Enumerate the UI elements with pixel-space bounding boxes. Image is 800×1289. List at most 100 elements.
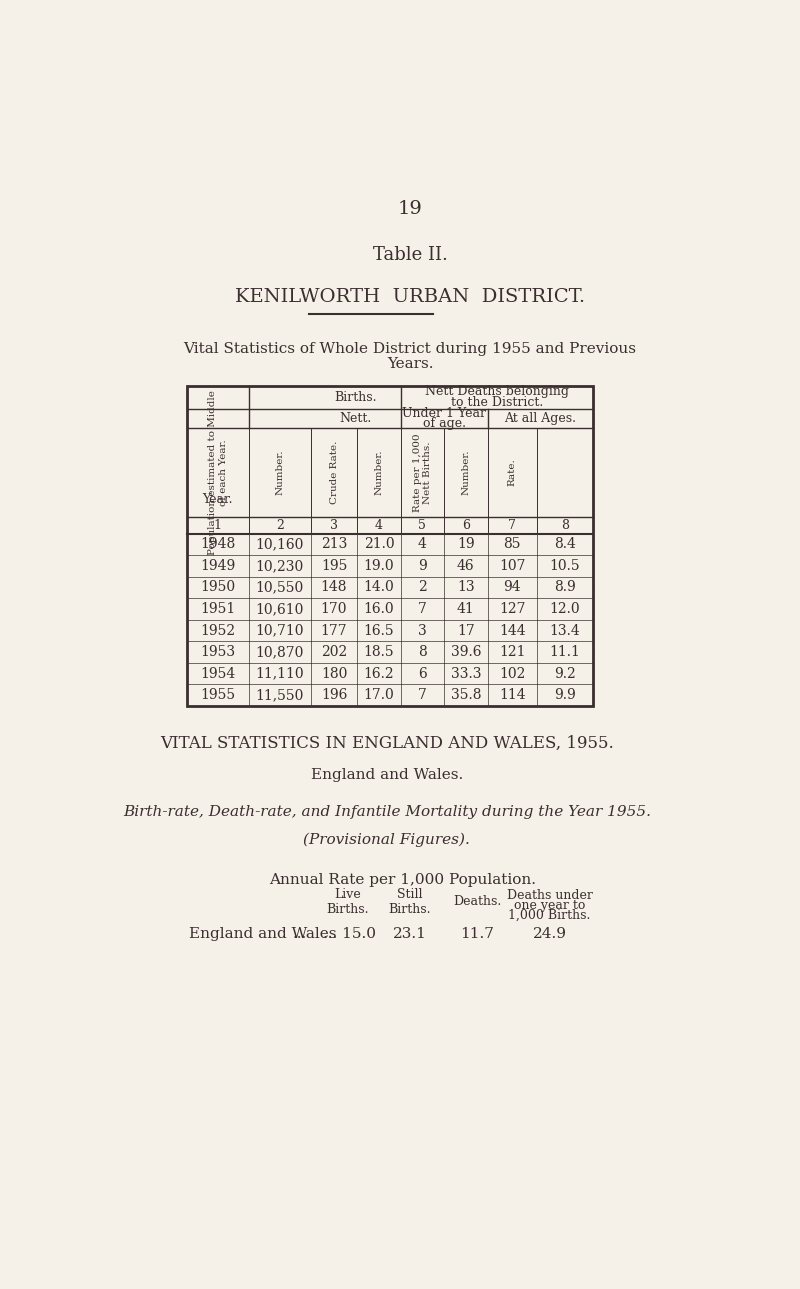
Text: 170: 170 <box>321 602 347 616</box>
Text: 19.0: 19.0 <box>364 559 394 572</box>
Text: 41: 41 <box>457 602 474 616</box>
Text: 10,550: 10,550 <box>256 580 304 594</box>
Text: ... 15.0: ... 15.0 <box>323 927 376 941</box>
Text: Crude Rate.: Crude Rate. <box>330 441 338 504</box>
Text: Births.: Births. <box>334 391 377 403</box>
Text: ...: ... <box>293 927 307 941</box>
Text: VITAL STATISTICS IN ENGLAND AND WALES, 1955.: VITAL STATISTICS IN ENGLAND AND WALES, 1… <box>160 735 614 751</box>
Text: Table II.: Table II. <box>373 246 447 264</box>
Text: 33.3: 33.3 <box>450 666 481 681</box>
Text: 180: 180 <box>321 666 347 681</box>
Text: Years.: Years. <box>386 357 434 371</box>
Text: 17: 17 <box>457 624 474 638</box>
Text: KENILWORTH  URBAN  DISTRICT.: KENILWORTH URBAN DISTRICT. <box>235 289 585 305</box>
Text: 1954: 1954 <box>200 666 235 681</box>
Text: 18.5: 18.5 <box>364 644 394 659</box>
Text: 202: 202 <box>321 644 347 659</box>
Text: 213: 213 <box>321 538 347 552</box>
Text: 8: 8 <box>418 644 426 659</box>
Text: 4: 4 <box>418 538 427 552</box>
Text: 1948: 1948 <box>200 538 235 552</box>
Text: 114: 114 <box>499 688 526 703</box>
Text: Birth-rate, Death-rate, and Infantile Mortality during the Year 1955.: Birth-rate, Death-rate, and Infantile Mo… <box>122 806 650 820</box>
Text: 9.2: 9.2 <box>554 666 576 681</box>
Text: 1,000 Births.: 1,000 Births. <box>508 909 590 922</box>
Text: Year.: Year. <box>202 494 233 507</box>
Text: 14.0: 14.0 <box>364 580 394 594</box>
Text: 11,110: 11,110 <box>255 666 304 681</box>
Text: 121: 121 <box>499 644 526 659</box>
Text: 85: 85 <box>503 538 521 552</box>
Text: Live
Births.: Live Births. <box>326 888 370 915</box>
Text: Deaths.: Deaths. <box>454 895 502 907</box>
Text: 1950: 1950 <box>200 580 235 594</box>
Text: 2: 2 <box>418 580 426 594</box>
Text: Number.: Number. <box>275 450 284 495</box>
Text: 8: 8 <box>561 518 569 531</box>
Text: 1951: 1951 <box>200 602 235 616</box>
Text: 13.4: 13.4 <box>550 624 580 638</box>
Text: 1: 1 <box>214 518 222 531</box>
Text: 107: 107 <box>499 559 526 572</box>
Text: 16.5: 16.5 <box>364 624 394 638</box>
Text: 9: 9 <box>418 559 426 572</box>
Text: 21.0: 21.0 <box>364 538 394 552</box>
Bar <box>187 385 593 706</box>
Text: Population estimated to Middle
of each Year.: Population estimated to Middle of each Y… <box>208 389 227 554</box>
Text: one year to: one year to <box>514 898 585 911</box>
Text: 3: 3 <box>418 624 426 638</box>
Text: 39.6: 39.6 <box>450 644 481 659</box>
Text: 12.0: 12.0 <box>550 602 580 616</box>
Text: (Provisional Figures).: (Provisional Figures). <box>303 833 470 847</box>
Text: 1953: 1953 <box>200 644 235 659</box>
Text: At all Ages.: At all Ages. <box>504 412 576 425</box>
Text: 11,550: 11,550 <box>256 688 304 703</box>
Text: 19: 19 <box>457 538 474 552</box>
Text: 177: 177 <box>321 624 347 638</box>
Text: Rate.: Rate. <box>508 459 517 486</box>
Text: 8.4: 8.4 <box>554 538 576 552</box>
Text: 10.5: 10.5 <box>550 559 580 572</box>
Text: 195: 195 <box>321 559 347 572</box>
Text: 11.7: 11.7 <box>461 927 494 941</box>
Text: 1952: 1952 <box>200 624 235 638</box>
Text: Number.: Number. <box>462 450 470 495</box>
Text: England and Wales.: England and Wales. <box>310 768 463 782</box>
Text: 7: 7 <box>418 602 427 616</box>
Text: Annual Rate per 1,000 Population.: Annual Rate per 1,000 Population. <box>269 873 536 887</box>
Text: 24.9: 24.9 <box>533 927 566 941</box>
Text: Rate per 1,000
Nett Births.: Rate per 1,000 Nett Births. <box>413 433 432 512</box>
Text: 144: 144 <box>499 624 526 638</box>
Text: 10,870: 10,870 <box>256 644 304 659</box>
Text: 5: 5 <box>418 518 426 531</box>
Text: Under 1 Year: Under 1 Year <box>402 407 486 420</box>
Text: 9.9: 9.9 <box>554 688 576 703</box>
Text: 7: 7 <box>418 688 427 703</box>
Text: 1949: 1949 <box>200 559 235 572</box>
Text: 16.0: 16.0 <box>364 602 394 616</box>
Text: 16.2: 16.2 <box>364 666 394 681</box>
Text: 35.8: 35.8 <box>450 688 481 703</box>
Text: 17.0: 17.0 <box>364 688 394 703</box>
Text: 127: 127 <box>499 602 526 616</box>
Text: Number.: Number. <box>374 450 383 495</box>
Text: Vital Statistics of Whole District during 1955 and Previous: Vital Statistics of Whole District durin… <box>183 342 637 356</box>
Text: 7: 7 <box>508 518 516 531</box>
Text: 10,610: 10,610 <box>256 602 304 616</box>
Text: 10,160: 10,160 <box>256 538 304 552</box>
Text: 11.1: 11.1 <box>550 644 581 659</box>
Text: of age.: of age. <box>422 416 466 429</box>
Text: Deaths under: Deaths under <box>506 889 593 902</box>
Text: 8.9: 8.9 <box>554 580 576 594</box>
Text: 13: 13 <box>457 580 474 594</box>
Text: to the District.: to the District. <box>450 396 543 409</box>
Text: 196: 196 <box>321 688 347 703</box>
Text: 102: 102 <box>499 666 526 681</box>
Text: 1955: 1955 <box>200 688 235 703</box>
Text: 94: 94 <box>503 580 521 594</box>
Text: 6: 6 <box>418 666 426 681</box>
Text: 3: 3 <box>330 518 338 531</box>
Text: Nett.: Nett. <box>340 412 372 425</box>
Text: 6: 6 <box>462 518 470 531</box>
Text: 4: 4 <box>375 518 383 531</box>
